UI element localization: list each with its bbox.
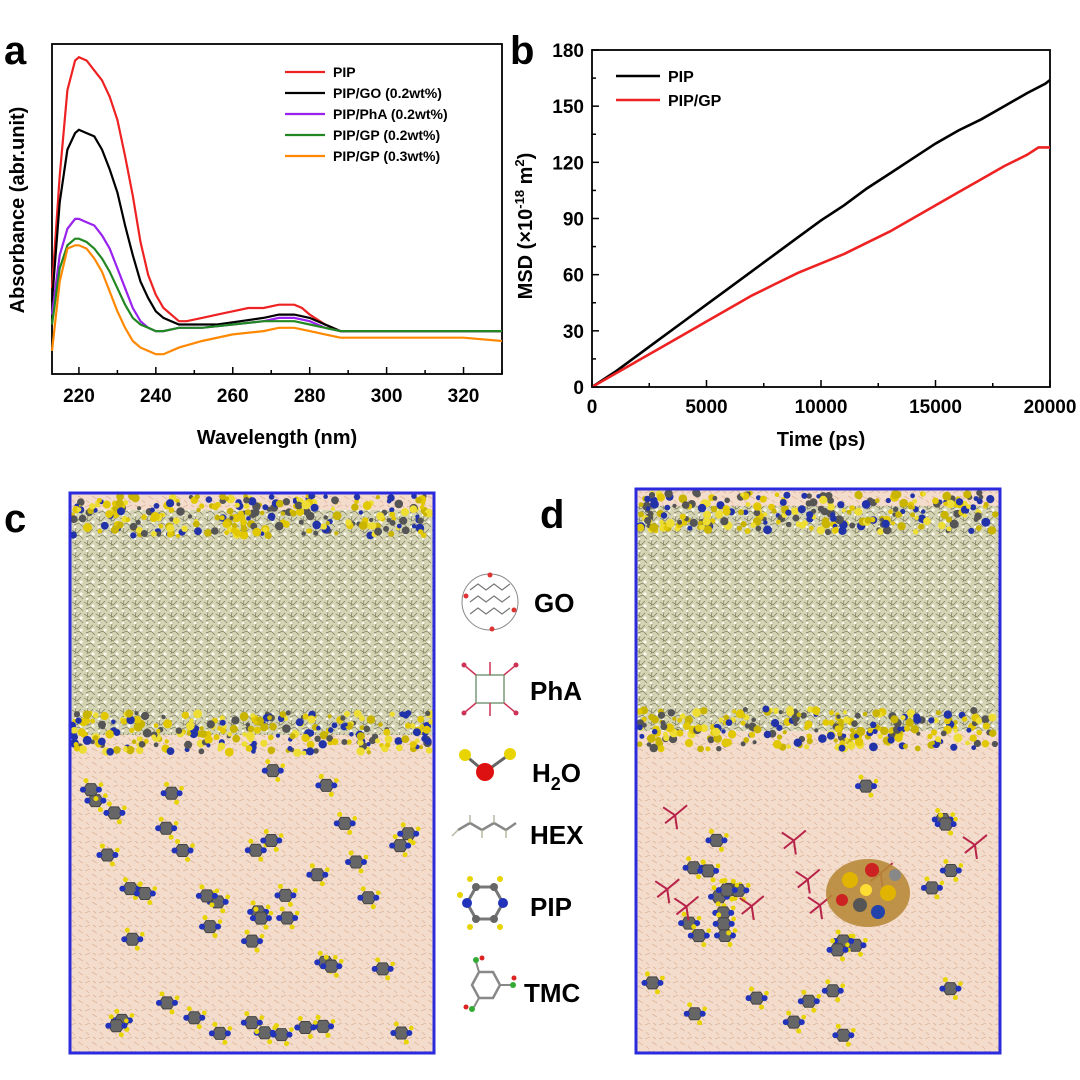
- x-axis-label-a: Wavelength (nm): [197, 427, 357, 449]
- x-axis-label-b: Time (ps): [777, 429, 866, 451]
- key-label-pha: PhA: [530, 676, 582, 706]
- molecules-c: [68, 492, 435, 1047]
- pip-icon: [457, 876, 508, 930]
- legend-label: PIP/PhA (0.2wt%): [333, 106, 448, 122]
- x-tick-label: 280: [294, 386, 326, 407]
- msd-axis-ticks: 0 5000 10000 15000 20000 0 30 60 90 120 150 180: [552, 41, 1076, 418]
- tmc-icon: [463, 955, 517, 1012]
- hexane-icon: [451, 815, 517, 838]
- panel-label-c: c: [4, 497, 26, 541]
- molecule-key: GO PhA H2O HEX PIP: [451, 572, 584, 1012]
- x-tick-label: 15000: [909, 397, 962, 418]
- pha-icon: [461, 662, 519, 716]
- x-tick-label: 320: [448, 386, 480, 407]
- y-axis-label-a: Absorbance (abr.unit): [7, 107, 29, 314]
- y-tick-label: 0: [573, 378, 584, 399]
- absorbance-series-group: [50, 55, 503, 356]
- y-tick-label: 90: [563, 210, 584, 231]
- simulation-box-c: [68, 491, 436, 1055]
- legend-label: PIP/GP: [668, 93, 722, 110]
- x-tick-label: 300: [371, 386, 403, 407]
- y-tick-label: 150: [552, 97, 584, 118]
- panel-label-a: a: [4, 29, 27, 73]
- msd-legend: PIP PIP/GP: [616, 69, 722, 110]
- y-tick-label: 180: [552, 41, 584, 62]
- box-border-d: [634, 487, 1002, 1055]
- x-tick-label: 10000: [795, 397, 848, 418]
- molecules-d: [636, 488, 999, 1047]
- x-tick-label: 220: [63, 386, 95, 407]
- x-tick-label: 260: [217, 386, 249, 407]
- absorbance-x-ticks: 220 240 260 280 300 320: [63, 367, 503, 407]
- box-border-c: [68, 491, 436, 1055]
- go-icon: [461, 572, 519, 632]
- msd-chart: 0 5000 10000 15000 20000 0 30 60 90 120 150 180 PIP…: [512, 41, 1076, 451]
- msd-series-line-2: [591, 146, 1050, 389]
- legend-label: PIP: [333, 64, 356, 80]
- y-axis-label-b: MSD (×10-18 m2): [512, 153, 537, 300]
- legend-label: PIP: [668, 69, 694, 86]
- panel-label-d: d: [540, 493, 564, 537]
- panel-label-b: b: [510, 29, 534, 73]
- water-icon: [459, 748, 516, 781]
- key-label-go: GO: [534, 588, 574, 618]
- legend-label: PIP/GO (0.2wt%): [333, 85, 442, 101]
- simulation-box-d: [634, 487, 1002, 1055]
- msd-series-group: [591, 78, 1051, 389]
- membrane-region-c: [70, 510, 434, 735]
- series-line-5: [50, 244, 503, 356]
- legend-label: PIP/GP (0.2wt%): [333, 127, 440, 143]
- key-label-tmc: TMC: [524, 978, 581, 1008]
- gp-cluster: [826, 859, 910, 927]
- plot-frame-a: [51, 43, 503, 375]
- x-tick-label: 240: [140, 386, 172, 407]
- y-tick-label: 60: [563, 266, 584, 287]
- x-tick-label: 5000: [685, 397, 727, 418]
- legend-label: PIP/GP (0.3wt%): [333, 148, 440, 164]
- y-tick-label: 30: [563, 322, 584, 343]
- key-label-h2o: H2O: [532, 758, 581, 794]
- key-label-hex: HEX: [530, 820, 584, 850]
- y-tick-label: 120: [552, 153, 584, 174]
- msd-series-line-1: [591, 78, 1051, 389]
- x-tick-label: 0: [587, 397, 598, 418]
- membrane-region-d: [636, 506, 1000, 731]
- absorbance-legend: PIP PIP/GO (0.2wt%) PIP/PhA (0.2wt%) PIP/GP…: [285, 64, 448, 164]
- plot-frame-b: [591, 49, 1051, 388]
- series-line-4: [50, 237, 502, 333]
- key-label-pip: PIP: [530, 892, 572, 922]
- x-tick-label: 20000: [1024, 397, 1077, 418]
